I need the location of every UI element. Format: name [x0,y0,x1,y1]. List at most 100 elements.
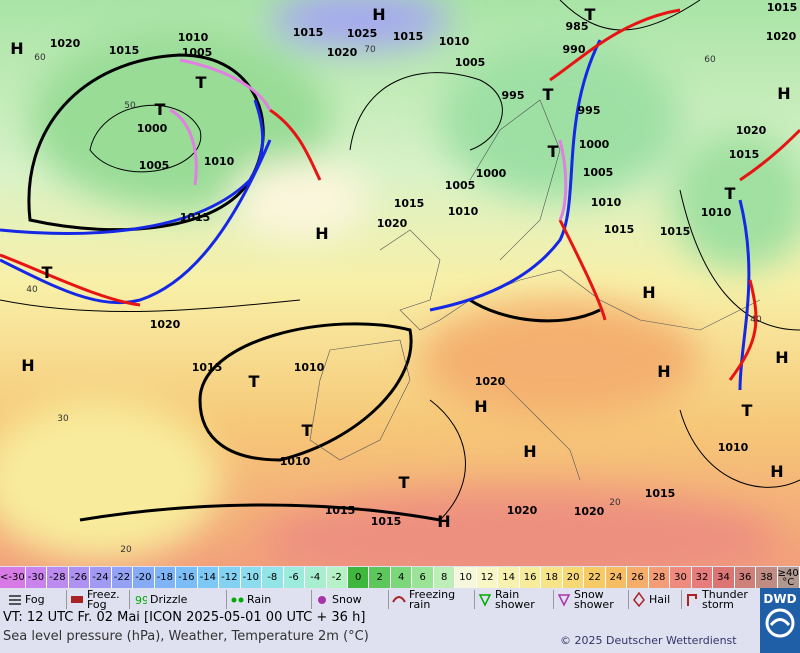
logo-text: DWD [763,592,797,606]
temperature-label: 60 [704,55,716,65]
legend-icon [687,593,697,606]
pressure-center: T [302,421,313,440]
pressure-center: H [657,362,670,381]
legend-label: Freezing rain [409,587,456,611]
scale-cell: 38 [756,567,778,588]
legend-label: Drizzle [150,592,188,606]
pressure-label: 1010 [701,206,732,219]
scale-cell: 10 [455,567,477,588]
pressure-label: 1010 [439,35,470,48]
pressure-center: T [196,73,207,92]
pressure-center: H [21,356,34,375]
valid-time: VT: 12 UTC Fr. 02 Mai [ICON 2025-05-01 0… [3,610,366,625]
legend-separator [66,590,67,609]
legend-icon [318,595,326,604]
scale-cell: -20 [133,567,155,588]
pressure-label: 1015 [394,197,425,210]
legend-icon: 99 [135,594,147,607]
temperature-label: 50 [124,101,136,111]
pressure-center: T [155,100,166,119]
occlusions [169,58,568,221]
legend-label: Rain shower [495,587,535,611]
pressure-label: 1020 [574,505,605,518]
legend-label: Rain [247,592,272,606]
legend-separator [681,590,682,609]
legend-item: Hail [632,588,682,611]
temperature-label: 60 [34,53,46,63]
pressure-label: 1010 [204,155,235,168]
pressure-label: 1020 [377,217,408,230]
pressure-label: 1005 [445,179,476,192]
scale-cell: 18 [541,567,563,588]
pressure-label: 1010 [294,361,325,374]
pressure-label: 1015 [393,30,424,43]
pressure-center: H [775,348,788,367]
pressure-center: T [725,184,736,203]
pressure-center: T [548,142,559,161]
legend-item: Snow [315,588,390,611]
temperature-label: 20 [609,498,621,508]
pressure-label: 1000 [137,122,168,135]
scale-cell: <-30 [0,567,26,588]
legend-separator [129,590,130,609]
pressure-label: 1010 [718,441,749,454]
legend-separator [226,590,227,609]
scale-cell: 16 [519,567,542,588]
pressure-label: 1020 [507,504,538,517]
temperature-label: 30 [57,414,69,424]
scale-cell: 12 [476,567,499,588]
pressure-label: 1010 [448,205,479,218]
pressure-label: 1005 [182,46,213,59]
pressure-center: T [249,372,260,391]
pressure-center: H [10,39,23,58]
pressure-label: 1020 [50,37,81,50]
pressure-label: 1010 [280,455,311,468]
legend-item: Fog [8,588,63,611]
pressure-label: 1020 [766,30,797,43]
pressure-label: 995 [578,104,601,117]
pressure-label: 1005 [455,56,486,69]
warm-fronts [0,8,800,381]
scale-cell: 26 [627,567,649,588]
isobars [0,0,800,522]
scale-cell: 2 [369,567,391,588]
legend-item: Freezing rain [392,588,477,611]
legend-label: Hail [649,592,671,606]
legend-item: Rain [230,588,310,611]
legend-item: Freez. Fog [70,588,130,611]
temperature-label: 40 [26,285,38,295]
pressure-label: 1015 [325,504,356,517]
pressure-label: 1010 [591,196,622,209]
pressure-center: H [474,397,487,416]
scale-cell: -22 [111,567,134,588]
scale-cell: -28 [47,567,69,588]
legend-separator [474,590,475,609]
pressure-label: 1015 [604,223,635,236]
pressure-center: H [372,5,385,24]
pressure-center: H [642,283,655,302]
pressure-label: 1015 [729,148,760,161]
legend-item: Thunder storm [685,588,760,611]
scale-cell: 32 [691,567,714,588]
legend-icon [557,593,571,607]
scale-cell: -18 [154,567,177,588]
pressure-label: 1015 [371,515,402,528]
legend-label: Snow shower [574,587,614,611]
scale-cell: 4 [390,567,413,588]
cold-fronts [0,39,751,391]
pressure-label: 1015 [660,225,691,238]
legend-icon [231,597,244,602]
pressure-label: 985 [566,20,589,33]
legend-label: Snow [332,592,362,606]
svg-text:99: 99 [135,594,147,607]
legend-separator [311,590,312,609]
legend-item: Rain shower [478,588,556,611]
description: Sea level pressure (hPa), Weather, Tempe… [3,629,369,644]
weather-legend: Fog Freez. Fog 99 Drizzle Rain Snow Freezing r… [0,588,760,611]
pressure-center: H [770,462,783,481]
legend-separator [553,590,554,609]
copyright: © 2025 Deutscher Wetterdienst [560,634,737,647]
scale-cell: -30 [25,567,48,588]
